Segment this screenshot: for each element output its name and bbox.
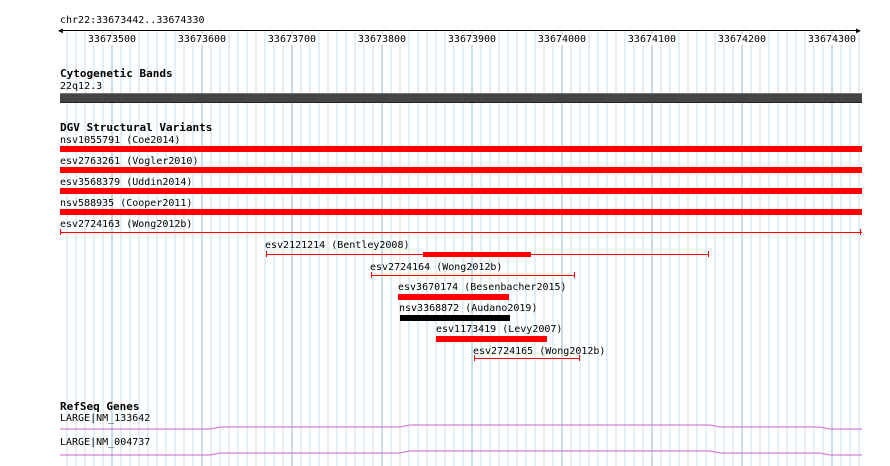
- variant-label: esv3568379 (Uddin2014): [60, 177, 193, 188]
- ruler-tick-label: 33673500: [86, 34, 138, 45]
- variant-endcap: [574, 272, 575, 278]
- ruler-tick-label: 33674100: [626, 34, 678, 45]
- ruler-tick-label: 33674200: [716, 34, 768, 45]
- ruler-tick-label: 33674300: [806, 34, 858, 45]
- variant-bar[interactable]: [60, 209, 862, 215]
- variant-endcap: [579, 355, 580, 361]
- variant-label: esv2724163 (Wong2012b): [60, 219, 193, 230]
- cytoband-track-title[interactable]: Cytogenetic Bands: [60, 67, 173, 80]
- variant-label: esv1173419 (Levy2007): [436, 324, 563, 335]
- ruler-left-arrow-icon: ◀: [58, 26, 63, 35]
- variant-label: nsv3368872 (Audano2019): [399, 303, 538, 314]
- variant-endcap: [708, 251, 709, 257]
- variant-bar[interactable]: [398, 294, 509, 300]
- variant-label: esv2724165 (Wong2012b): [473, 346, 606, 357]
- ruler-tick-label: 33673700: [266, 34, 318, 45]
- gene-label: LARGE|NM_133642: [60, 413, 151, 424]
- variant-bar[interactable]: [60, 146, 862, 152]
- variant-bar[interactable]: [60, 188, 862, 194]
- variant-bar[interactable]: [60, 167, 862, 173]
- cytoband-bar[interactable]: [60, 93, 862, 103]
- dgv-track-title[interactable]: DGV Structural Variants: [60, 121, 213, 134]
- variant-label: esv2763261 (Vogler2010): [60, 156, 199, 167]
- variant-bar[interactable]: [60, 232, 862, 233]
- variant-label: nsv1055791 (Coe2014): [60, 135, 181, 146]
- variant-bar[interactable]: [371, 275, 575, 276]
- refseq-track-title[interactable]: RefSeq Genes: [60, 400, 140, 413]
- variant-endcap: [371, 272, 372, 278]
- variant-endcap: [60, 229, 61, 235]
- variant-core-bar[interactable]: [423, 252, 531, 257]
- variant-bar[interactable]: [436, 336, 547, 342]
- variant-label: esv2724164 (Wong2012b): [370, 262, 503, 273]
- gene-line[interactable]: [60, 449, 862, 459]
- gene-line[interactable]: [60, 422, 862, 432]
- ruler-tick-label: 33673800: [356, 34, 408, 45]
- gene-label: LARGE|NM_004737: [60, 437, 151, 448]
- variant-label: esv2121214 (Bentley2008): [265, 240, 410, 251]
- variant-label: esv3670174 (Besenbacher2015): [398, 282, 567, 293]
- ruler-tick-label: 33674000: [536, 34, 588, 45]
- variant-endcap: [266, 251, 267, 257]
- location-label: chr22:33673442..33674330: [60, 15, 205, 26]
- variant-bar[interactable]: [400, 315, 510, 321]
- variant-bar[interactable]: [474, 358, 580, 359]
- cytoband-label: 22q12.3: [60, 81, 103, 92]
- ruler-right-arrow-icon: ▶: [856, 26, 861, 35]
- variant-endcap: [474, 355, 475, 361]
- ruler-tick-label: 33673900: [446, 34, 498, 45]
- variant-endcap: [860, 229, 861, 235]
- ruler-tick-label: 33673600: [176, 34, 228, 45]
- ruler-axis: [60, 30, 860, 31]
- variant-label: nsv588935 (Cooper2011): [60, 198, 193, 209]
